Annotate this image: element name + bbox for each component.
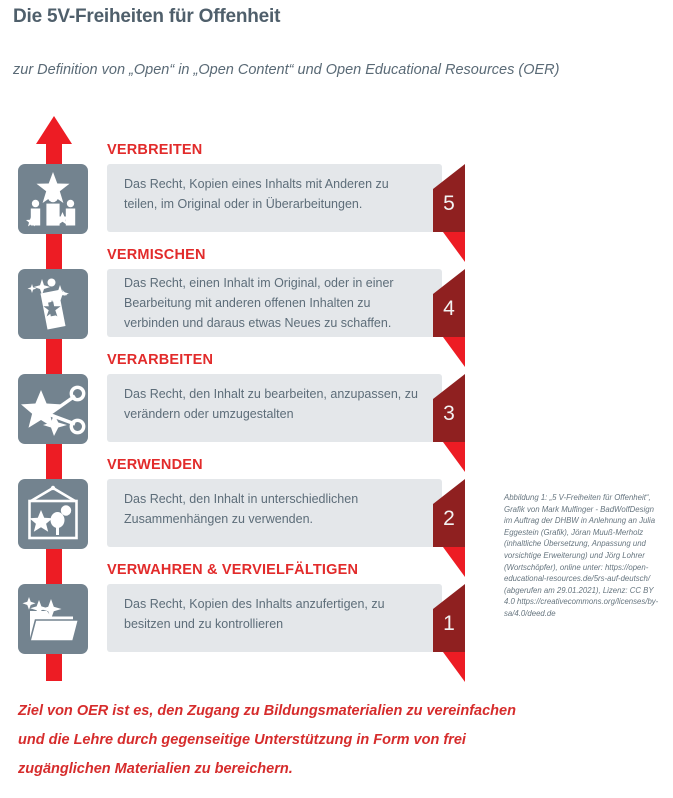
- row-number-ribbon: 2: [433, 479, 465, 577]
- row-box: [107, 374, 442, 442]
- row-number-ribbon: 1: [433, 584, 465, 682]
- page-subtitle: zur Definition von „Open“ in „Open Conte…: [13, 62, 560, 78]
- row-text: Das Recht, den Inhalt zu bearbeiten, anz…: [124, 387, 418, 421]
- scissors-star-icon: [18, 374, 88, 444]
- row-text: Das Recht, Kopien eines Inhalts mit Ande…: [124, 177, 389, 211]
- row-heading: VERBREITEN: [107, 142, 203, 158]
- row-box: [107, 164, 442, 232]
- row-heading: VERWENDEN: [107, 457, 203, 473]
- framed-picture-icon: [18, 479, 88, 549]
- up-arrow-icon: [36, 116, 72, 144]
- row-number: 5: [443, 192, 455, 215]
- tag-sparkle-icon: [18, 269, 88, 339]
- row-number: 4: [443, 297, 455, 320]
- row-heading: VERMISCHEN: [107, 247, 206, 263]
- caption-paragraph-2: (abgerufen am 29.01.2021), Lizenz: CC BY…: [504, 585, 659, 618]
- row-box: [107, 479, 442, 547]
- row-number: 2: [443, 507, 455, 530]
- row-heading: VERARBEITEN: [107, 352, 214, 368]
- folder-stars-icon: [18, 584, 88, 654]
- row-box: [107, 269, 442, 337]
- row-number: 1: [443, 612, 455, 635]
- people-star-icon: [18, 164, 88, 234]
- five-v-diagram: VERBREITEN Das Recht, Kopien eines Inhal…: [0, 112, 500, 682]
- row-text: Das Recht, den Inhalt in unterschiedlich…: [124, 492, 359, 526]
- row-number: 3: [443, 402, 455, 425]
- row-text: Das Recht, Kopien des Inhalts anzufertig…: [124, 597, 385, 631]
- diagram-row-4: VERMISCHEN Das Recht, einen Inhalt im Or…: [0, 247, 500, 367]
- row-number-ribbon: 3: [433, 374, 465, 472]
- row-number-ribbon: 4: [433, 269, 465, 367]
- footer-slogan: Ziel von OER ist es, den Zugang zu Bildu…: [18, 703, 516, 777]
- row-text: Das Recht, einen Inhalt im Original, ode…: [124, 276, 394, 330]
- caption-paragraph-1: Abbildung 1: „5 V-Freiheiten für Offenhe…: [504, 493, 656, 584]
- diagram-row-1: VERWAHREN & VERVIELFÄLTIGEN Das Recht, K…: [0, 562, 500, 682]
- row-number-ribbon: 5: [433, 164, 465, 262]
- diagram-row-3: VERARBEITEN Das Recht, den Inhalt zu bea…: [0, 352, 500, 472]
- row-box: [107, 584, 442, 652]
- diagram-row-5: VERBREITEN Das Recht, Kopien eines Inhal…: [0, 142, 500, 262]
- diagram-row-2: VERWENDEN Das Recht, den Inhalt in unter…: [0, 457, 500, 577]
- figure-caption: Abbildung 1: „5 V-Freiheiten für Offenhe…: [504, 492, 664, 620]
- page-title: Die 5V-Freiheiten für Offenheit: [13, 6, 281, 27]
- row-heading: VERWAHREN & VERVIELFÄLTIGEN: [107, 562, 359, 578]
